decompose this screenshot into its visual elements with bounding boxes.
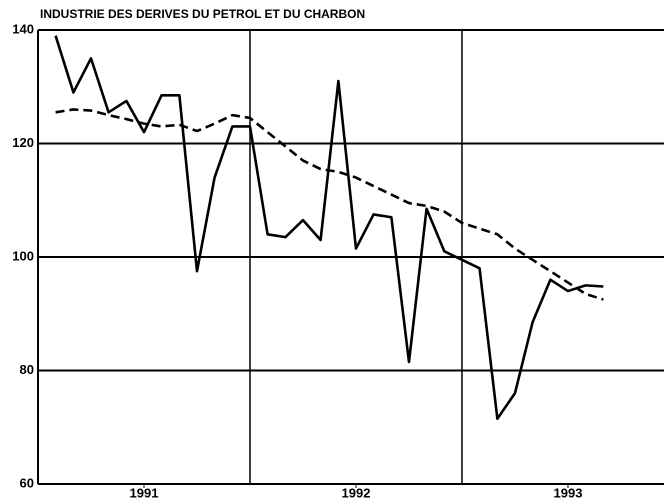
y-tick-label: 60 [20, 475, 34, 490]
series-line [55, 108, 604, 301]
x-tick-label: 1992 [342, 485, 371, 500]
chart-title: INDUSTRIE DES DERIVES DU PETROL ET DU CH… [40, 7, 365, 21]
y-tick-label: 100 [12, 248, 34, 263]
y-tick-label: 120 [12, 135, 34, 150]
series-line [54, 35, 604, 421]
y-tick-label: 80 [20, 362, 34, 377]
x-tick-label: 1991 [130, 485, 159, 500]
x-tick-label: 1993 [554, 485, 583, 500]
y-tick-label: 140 [12, 21, 34, 36]
